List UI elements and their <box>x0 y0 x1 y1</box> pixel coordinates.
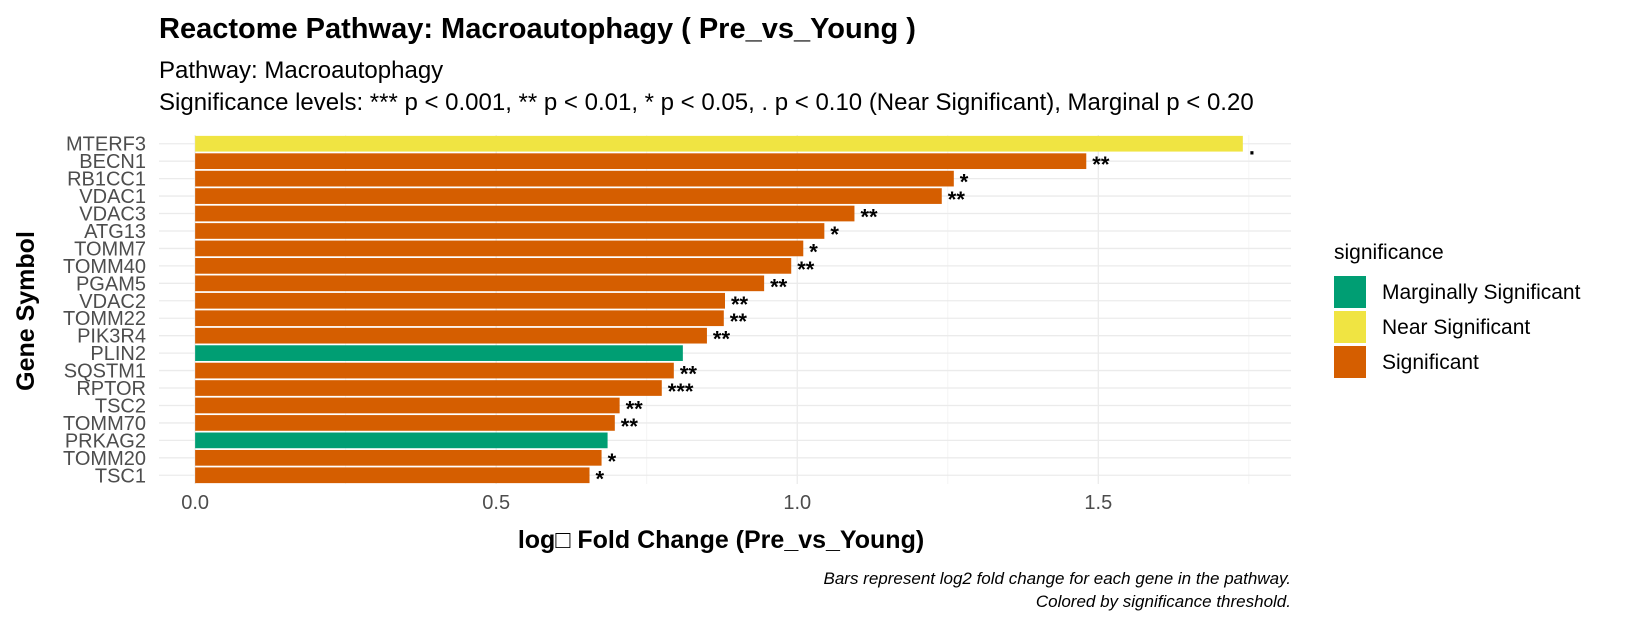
significance-label-tomm70: ** <box>621 414 639 439</box>
bar-tsc2 <box>195 397 620 414</box>
y-tick-label-becn1: BECN1 <box>79 151 146 173</box>
y-tick-label-tomm40: TOMM40 <box>63 256 146 278</box>
significance-label-tsc1: * <box>596 466 605 491</box>
legend-label-significant: Significant <box>1382 351 1479 374</box>
bar-vdac2 <box>195 292 725 309</box>
bar-rb1cc1 <box>195 170 954 187</box>
chart-subtitle-line-2: Significance levels: *** p < 0.001, ** p… <box>159 89 1254 116</box>
bar-plin2 <box>195 345 683 361</box>
legend-swatch-marginally-significant <box>1334 276 1366 308</box>
y-tick-label-rptor: RPTOR <box>76 378 146 400</box>
bar-pgam5 <box>195 275 765 292</box>
significance-label-tomm20: * <box>608 449 617 474</box>
significance-label-vdac3: ** <box>860 205 878 230</box>
significance-label-tsc2: ** <box>626 396 644 421</box>
significance-label-rb1cc1: * <box>960 170 969 195</box>
significance-label-sqstm1: ** <box>680 362 698 387</box>
y-tick-label-rb1cc1: RB1CC1 <box>67 169 146 191</box>
x-axis-tick-labels: 0.0 0.5 1.0 1.5 <box>181 492 1112 514</box>
y-tick-label-prkag2: PRKAG2 <box>65 430 146 452</box>
caption-line-1: Bars represent log2 fold change for each… <box>824 569 1292 588</box>
significance-label-atg13: * <box>830 222 839 247</box>
plot-grid <box>159 135 1291 484</box>
legend-swatch-significant <box>1334 346 1366 378</box>
bar-tomm20 <box>195 449 602 466</box>
bar-rptor <box>195 380 662 396</box>
legend-swatch-near-significant <box>1334 311 1366 343</box>
y-tick-label-plin2: PLIN2 <box>90 343 146 365</box>
significance-label-pik3r4: ** <box>713 327 731 352</box>
y-tick-label-pgam5: PGAM5 <box>76 273 146 295</box>
y-tick-label-mterf3: MTERF3 <box>66 134 146 156</box>
y-tick-label-vdac2: VDAC2 <box>79 291 146 313</box>
significance-label-becn1: ** <box>1092 152 1110 177</box>
significance-label-tomm22: ** <box>730 309 748 334</box>
legend-title: significance <box>1334 241 1444 264</box>
bar-atg13 <box>195 223 825 239</box>
x-tick-label: 1.0 <box>783 492 811 514</box>
y-tick-label-atg13: ATG13 <box>84 221 146 243</box>
bar-series <box>195 135 1243 484</box>
bar-vdac1 <box>195 188 942 204</box>
y-tick-label-sqstm1: SQSTM1 <box>64 361 146 383</box>
significance-label-mterf3: . <box>1249 135 1255 160</box>
bar-tomm7 <box>195 240 804 257</box>
x-axis-title: log□ Fold Change (Pre_vs_Young) <box>518 526 924 554</box>
y-tick-label-pik3r4: PIK3R4 <box>77 326 146 348</box>
chart-subtitle-line-1: Pathway: Macroautophagy <box>159 57 443 84</box>
y-tick-label-tomm22: TOMM22 <box>63 308 146 330</box>
bar-tomm40 <box>195 258 792 274</box>
bar-tomm70 <box>195 415 615 431</box>
chart-title: Reactome Pathway: Macroautophagy ( Pre_v… <box>159 13 916 45</box>
x-tick-label: 0.0 <box>181 492 209 514</box>
y-tick-label-tomm7: TOMM7 <box>74 238 146 260</box>
y-tick-label-tsc2: TSC2 <box>95 395 146 417</box>
y-tick-label-vdac3: VDAC3 <box>79 204 146 226</box>
y-axis-title: Gene Symbol <box>12 231 40 391</box>
bar-tomm22 <box>195 310 724 327</box>
significance-label-vdac1: ** <box>948 187 966 212</box>
legend: significance Marginally Significant Near … <box>1334 241 1581 378</box>
y-tick-label-tomm20: TOMM20 <box>63 448 146 470</box>
bar-prkag2 <box>195 432 608 449</box>
y-tick-label-tsc1: TSC1 <box>95 465 146 487</box>
y-axis-tick-labels: MTERF3BECN1RB1CC1VDAC1VDAC3ATG13TOMM7TOM… <box>63 134 146 488</box>
legend-label-marginally-significant: Marginally Significant <box>1382 281 1581 304</box>
legend-entries: Marginally Significant Near Significant Si… <box>1334 276 1581 378</box>
bar-vdac3 <box>195 205 855 222</box>
significance-label-tomm40: ** <box>797 257 815 282</box>
bar-tsc1 <box>195 467 590 484</box>
significance-label-rptor: *** <box>668 379 694 404</box>
bar-sqstm1 <box>195 362 674 379</box>
significance-label-tomm7: * <box>809 239 818 264</box>
bar-mterf3 <box>195 135 1243 152</box>
x-tick-label: 1.5 <box>1084 492 1112 514</box>
legend-label-near-significant: Near Significant <box>1382 316 1530 339</box>
y-tick-label-tomm70: TOMM70 <box>63 413 146 435</box>
caption-line-2: Colored by significance threshold. <box>1036 592 1291 611</box>
significance-labels: .****************************** <box>596 135 1255 492</box>
x-tick-label: 0.5 <box>482 492 510 514</box>
significance-label-vdac2: ** <box>731 292 749 317</box>
y-tick-label-vdac1: VDAC1 <box>79 186 146 208</box>
bar-becn1 <box>195 153 1087 170</box>
bar-pik3r4 <box>195 327 707 344</box>
significance-label-pgam5: ** <box>770 274 788 299</box>
